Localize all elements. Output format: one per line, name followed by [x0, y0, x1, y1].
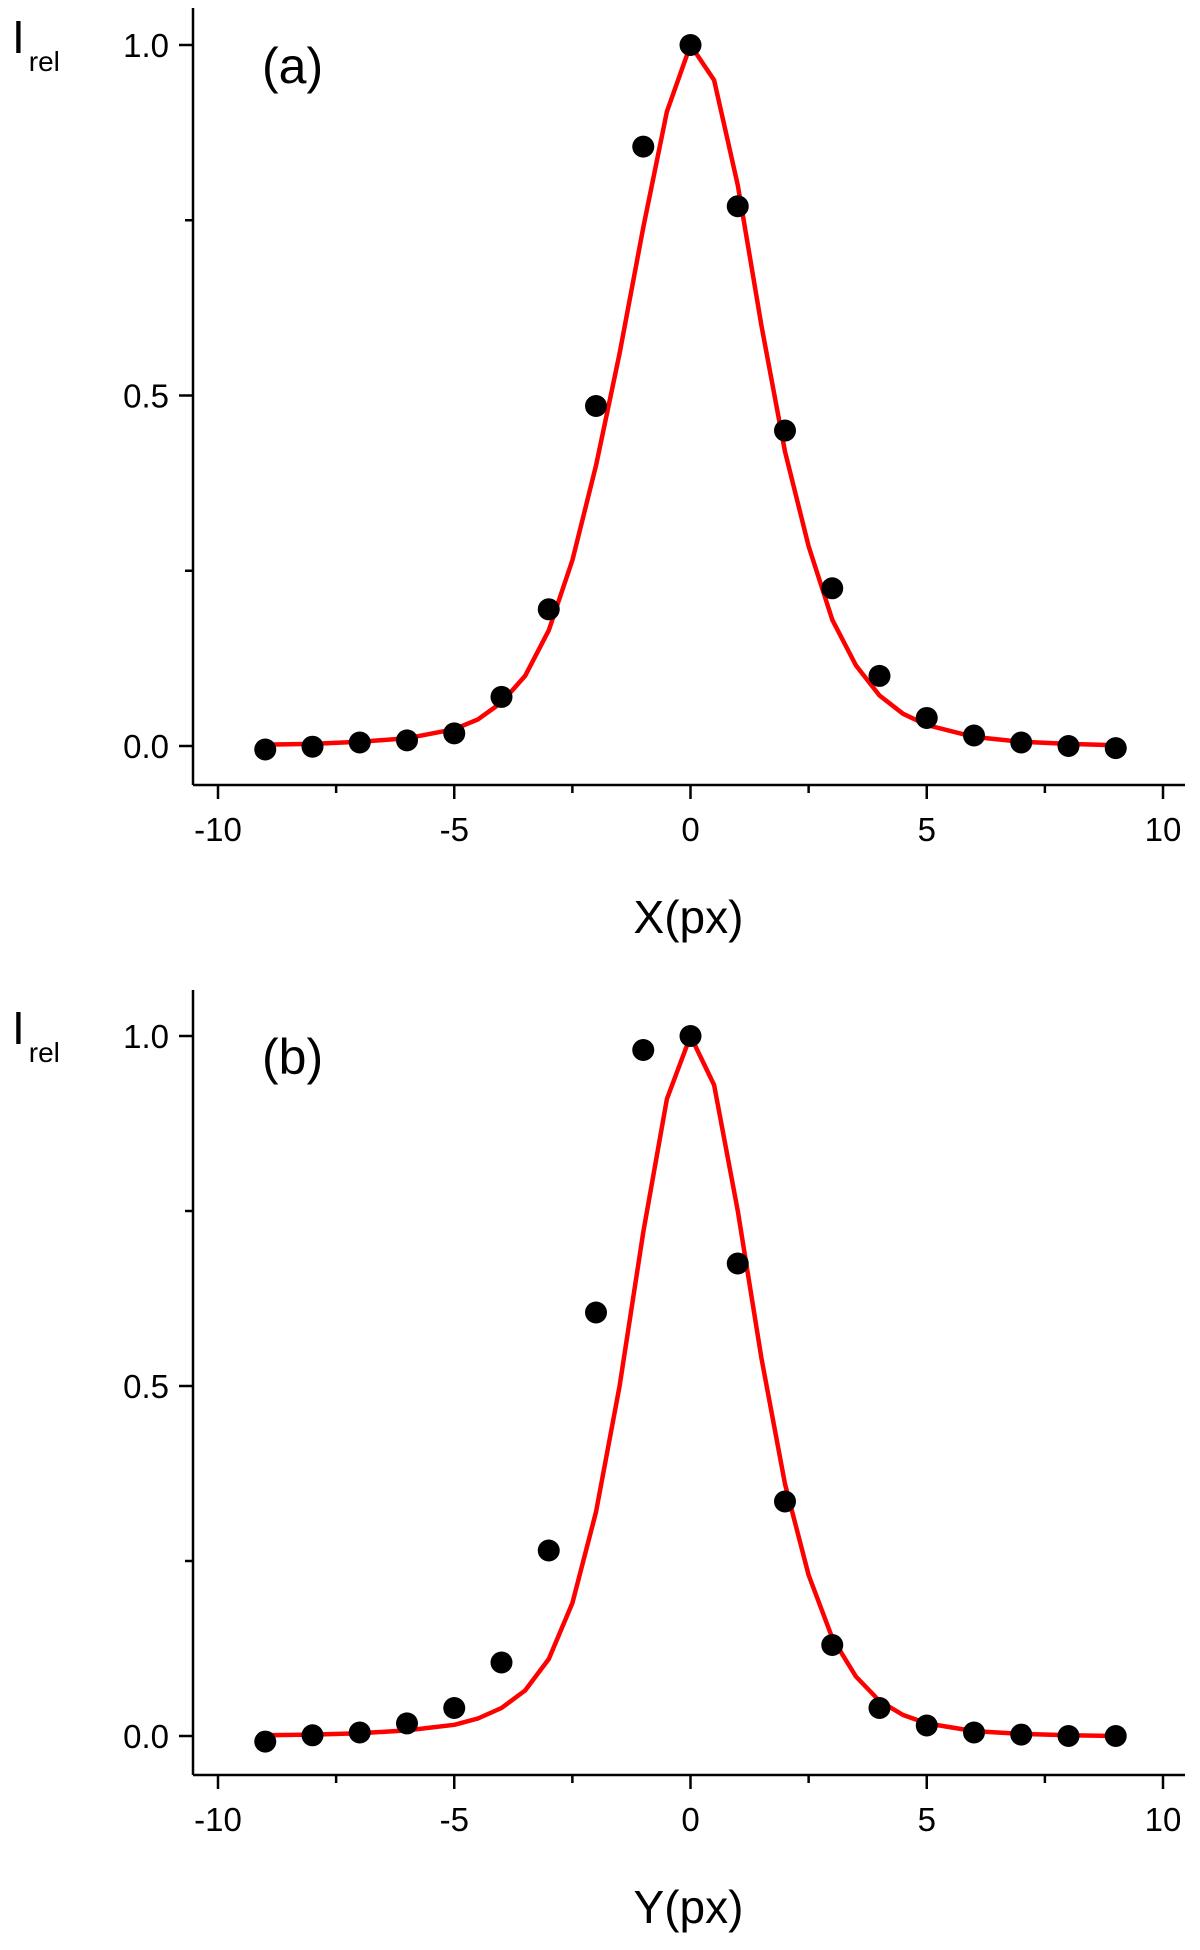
- data-point: [632, 1039, 655, 1061]
- data-point: [254, 1730, 277, 1753]
- panel-label: (a): [262, 38, 323, 94]
- y-tick-label: 0.0: [123, 728, 169, 765]
- data-point: [1010, 1723, 1033, 1746]
- x-axis-title: X(px): [634, 891, 744, 943]
- data-point: [585, 1301, 607, 1324]
- panel-label: (b): [262, 1029, 323, 1085]
- x-tick-label: 5: [918, 1801, 936, 1838]
- y-tick-label: 0.5: [123, 1368, 169, 1405]
- y-tick-label: 1.0: [123, 1018, 169, 1055]
- data-point: [821, 1634, 844, 1656]
- data-point: [821, 577, 844, 600]
- x-tick-label: 5: [918, 811, 936, 848]
- x-tick-label: -5: [440, 1801, 469, 1838]
- data-point: [348, 1721, 371, 1744]
- data-point: [396, 1712, 418, 1735]
- data-point: [868, 1697, 891, 1719]
- x-tick-label: 0: [681, 811, 699, 848]
- x-tick-label: -5: [440, 811, 469, 848]
- data-point: [301, 735, 324, 758]
- data-point: [868, 664, 891, 687]
- data-point: [1104, 737, 1127, 760]
- data-point: [679, 1025, 702, 1047]
- y-tick-label: 1.0: [123, 27, 169, 64]
- x-tick-label: 10: [1145, 1801, 1182, 1838]
- data-point: [726, 1252, 749, 1275]
- x-tick-label: -10: [194, 1801, 242, 1838]
- data-point: [915, 706, 938, 729]
- y-tick-label: 0.5: [123, 378, 169, 415]
- data-point: [726, 195, 749, 218]
- data-point: [774, 1490, 796, 1513]
- chart-panel-a: -10 -5 0 5 10 0.0 0.5 1.0 I rel X(px) (a): [12, 8, 1185, 943]
- data-point: [1057, 1725, 1080, 1747]
- data-point: [443, 1697, 466, 1719]
- x-axis-title: Y(px): [634, 1881, 744, 1933]
- data-point: [1057, 735, 1080, 757]
- data-point: [1010, 731, 1033, 754]
- data-point: [396, 729, 418, 752]
- data-point: [348, 731, 371, 754]
- data-point: [963, 724, 985, 747]
- data-point: [1104, 1725, 1127, 1747]
- fit-curve: [265, 42, 1116, 748]
- fit-curve: [265, 1033, 1116, 1739]
- data-point: [254, 738, 277, 761]
- data-point: [443, 722, 466, 745]
- y-tick-label: 0.0: [123, 1718, 169, 1755]
- x-tick-label: -10: [194, 811, 242, 848]
- data-point: [915, 1714, 938, 1737]
- data-point: [537, 598, 560, 621]
- data-point: [490, 685, 513, 708]
- data-point: [537, 1539, 560, 1562]
- x-tick-label: 0: [681, 1801, 699, 1838]
- data-point: [774, 419, 796, 442]
- data-point: [585, 395, 607, 418]
- x-tick-label: 10: [1145, 811, 1182, 848]
- data-point: [632, 135, 655, 158]
- data-point: [963, 1721, 985, 1744]
- data-point: [301, 1724, 324, 1747]
- data-point: [679, 34, 702, 56]
- data-point: [490, 1651, 513, 1674]
- chart-panel-b: -10 -5 0 5 10 0.0 0.5 1.0 I rel Y(px) (b): [12, 990, 1185, 1933]
